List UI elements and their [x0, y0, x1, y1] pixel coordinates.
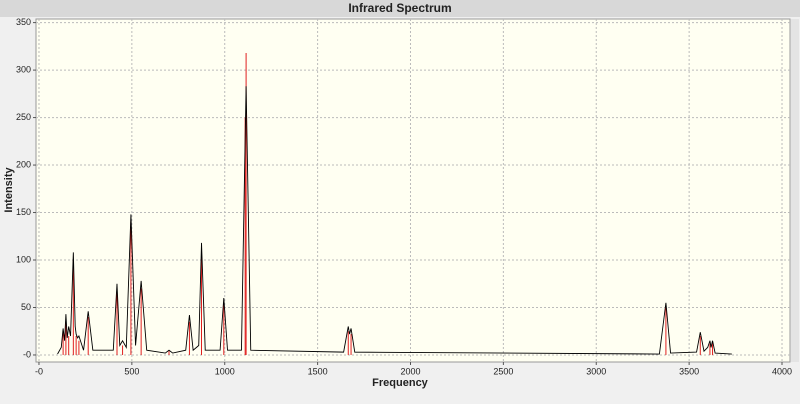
y-tick-label: 350: [16, 17, 31, 27]
y-tick-label: 300: [16, 64, 31, 74]
spectrum-line: [57, 86, 732, 355]
x-tick-label: 2500: [493, 366, 513, 376]
x-axis-title: Frequency: [372, 377, 429, 389]
y-tick-label: 200: [16, 159, 31, 169]
y-tick-label: 50: [21, 302, 31, 312]
x-tick-label: 4000: [772, 366, 792, 376]
title-bar: [0, 0, 800, 17]
x-tick-label: 3500: [679, 366, 699, 376]
x-tick-label: 500: [124, 366, 139, 376]
x-tick-label: -0: [35, 366, 43, 376]
x-tick-label: 2000: [400, 366, 420, 376]
x-tick-label: 1000: [215, 366, 235, 376]
x-tick-label: 1500: [308, 366, 328, 376]
y-axis-title: Intensity: [3, 167, 15, 213]
plot-area: [35, 18, 791, 363]
y-tick-label: 250: [16, 112, 31, 122]
y-tick-label: 100: [16, 254, 31, 264]
y-tick-label: -0: [23, 349, 31, 359]
chart-title: Infrared Spectrum: [348, 1, 451, 15]
scrollbar: [791, 19, 799, 362]
y-tick-label: 150: [16, 207, 31, 217]
x-tick-label: 3000: [586, 366, 606, 376]
